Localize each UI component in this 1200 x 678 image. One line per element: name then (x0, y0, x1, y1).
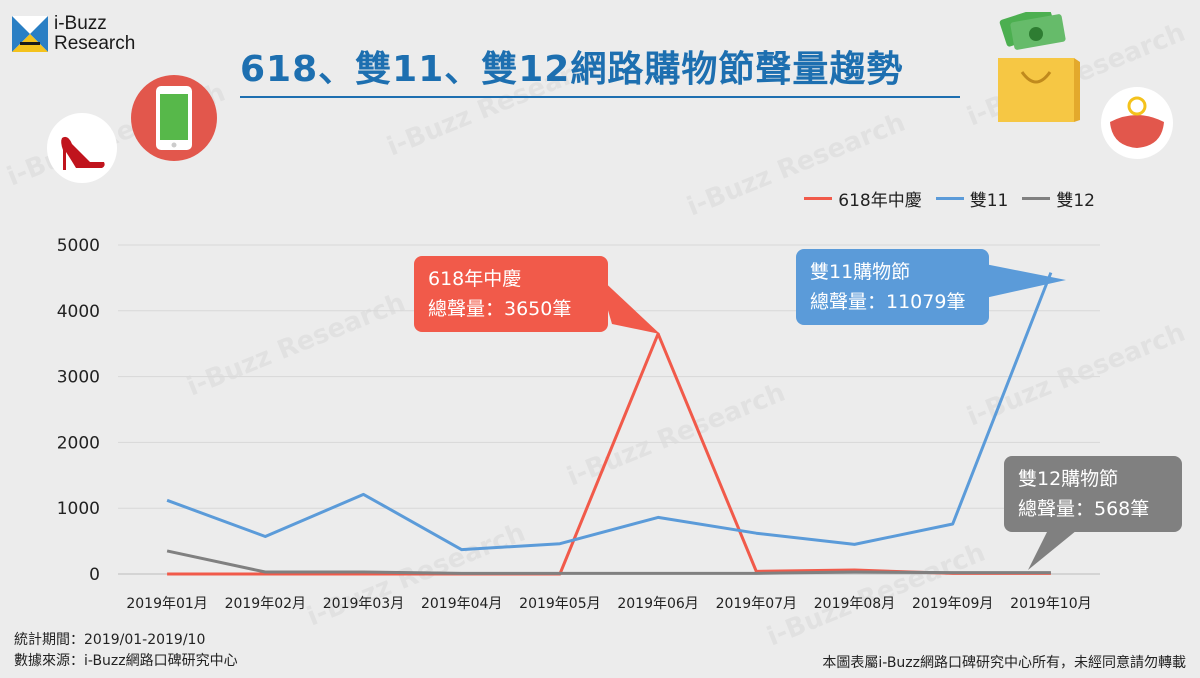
callout-618-total: 總聲量：3650筆 (428, 298, 572, 320)
callout-618-pointer (598, 276, 660, 334)
callout-double12-title: 雙12購物節 (1018, 468, 1119, 490)
x-tick-label: 2019年01月 (126, 596, 207, 612)
i-buzz-logo-icon (12, 16, 48, 52)
legend-item-double12: 雙12 (1022, 186, 1095, 211)
chart-legend: 618年中慶 雙11 雙12 (804, 186, 1095, 211)
y-tick-label: 0 (89, 565, 100, 585)
legend-label-double12: 雙12 (1056, 191, 1095, 211)
callout-double11-total: 總聲量：11079筆 (810, 291, 966, 313)
legend-swatch-double11 (935, 197, 964, 200)
page-title: 618、雙11、雙12網路購物節聲量趨勢 (240, 40, 960, 98)
x-tick-label: 2019年08月 (814, 596, 895, 612)
callout-618: 618年中慶 總聲量：3650筆 (414, 256, 608, 332)
statistics-period: 統計期間：2019/01-2019/10 (14, 632, 206, 648)
brand-line1: i-Buzz (54, 13, 107, 34)
legend-item-618: 618年中慶 (804, 186, 922, 211)
callout-double11: 雙11購物節 總聲量：11079筆 (796, 249, 989, 325)
x-tick-label: 2019年10月 (1010, 596, 1091, 612)
shopping-bag-icon (998, 12, 1080, 122)
x-tick-label: 2019年09月 (912, 596, 993, 612)
smartphone-icon (131, 75, 217, 161)
series-line-double11 (166, 272, 1053, 552)
callout-double12-pointer (1028, 526, 1082, 570)
callout-double11-title: 雙11購物節 (810, 261, 911, 283)
data-source: 數據來源：i-Buzz網路口碑研究中心 (14, 653, 238, 669)
callout-double11-pointer (985, 264, 1066, 298)
callout-618-title: 618年中慶 (428, 268, 522, 290)
brand-logo: i-Buzz Research (12, 14, 135, 54)
y-tick-label: 1000 (57, 499, 100, 519)
y-tick-label: 5000 (57, 236, 100, 256)
legend-label-double11: 雙11 (969, 191, 1009, 211)
brand-line2: Research (54, 33, 136, 54)
series-line-double12 (166, 549, 1051, 575)
x-tick-label: 2019年02月 (225, 596, 306, 612)
x-tick-label: 2019年03月 (323, 596, 404, 612)
x-tick-label: 2019年07月 (716, 596, 797, 612)
y-tick-label: 3000 (57, 368, 100, 388)
callout-double12: 雙12購物節 總聲量：568筆 (1004, 456, 1182, 532)
y-tick-label: 2000 (57, 433, 100, 453)
x-tick-label: 2019年04月 (421, 596, 502, 612)
legend-label-618: 618年中慶 (838, 191, 922, 211)
x-tick-label: 2019年05月 (519, 596, 600, 612)
x-tick-label: 2019年06月 (617, 596, 698, 612)
legend-item-double11: 雙11 (935, 186, 1009, 211)
high-heel-icon (47, 113, 117, 183)
legend-swatch-618 (804, 197, 833, 200)
series-line-618 (167, 332, 1051, 576)
y-tick-label: 4000 (57, 302, 100, 322)
copyright-notice: 本圖表屬i-Buzz網路口碑研究中心所有，未經同意請勿轉載 (822, 655, 1186, 671)
purse-icon (1101, 87, 1173, 159)
footer-meta: 統計期間：2019/01-2019/10 數據來源：i-Buzz網路口碑研究中心 (14, 630, 238, 672)
legend-swatch-double12 (1022, 197, 1051, 200)
callout-double12-total: 總聲量：568筆 (1018, 498, 1150, 520)
